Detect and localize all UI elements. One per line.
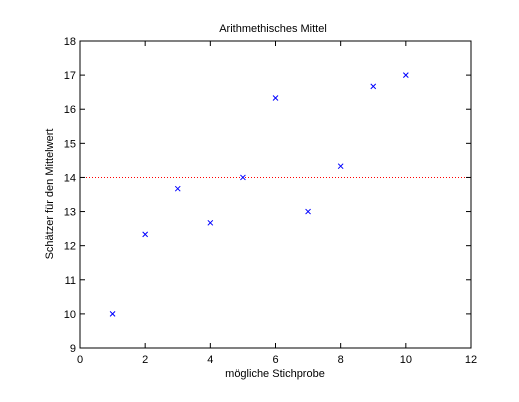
y-axis-ticks: 9 10 11 12 13 14 15 16 17 18 [64, 36, 471, 355]
data-point [109, 311, 116, 317]
x-tick-label: 4 [207, 354, 213, 366]
x-tick-label: 0 [77, 354, 83, 366]
y-tick-label: 14 [64, 172, 76, 184]
x-tick-label: 2 [142, 354, 148, 366]
data-point [207, 219, 214, 226]
y-tick-label: 16 [64, 104, 76, 116]
data-point [370, 83, 377, 90]
x-tick-label: 10 [400, 354, 412, 366]
data-point [402, 72, 409, 78]
y-tick-label: 13 [64, 207, 76, 219]
x-axis-label: mögliche Stichprobe [225, 368, 325, 380]
y-tick-label: 18 [64, 36, 76, 48]
y-axis-label: Schätzer für den Mittelwert [44, 129, 56, 260]
y-tick-label: 17 [64, 70, 76, 82]
plot-area [79, 40, 472, 349]
y-tick-label: 12 [64, 241, 76, 253]
data-point [142, 231, 149, 238]
y-tick-label: 9 [70, 343, 76, 355]
y-tick-label: 10 [64, 309, 76, 321]
data-point [174, 185, 181, 192]
x-axis-ticks: 0 2 4 6 8 10 12 [77, 41, 477, 366]
y-tick-label: 11 [65, 275, 76, 287]
x-tick-label: 8 [338, 354, 344, 366]
x-tick-label: 6 [272, 354, 278, 366]
chart-title: Arithmethisches Mittel [219, 23, 327, 35]
x-tick-label: 12 [465, 354, 477, 366]
data-point [305, 208, 311, 215]
data-point [240, 174, 246, 181]
data-point [272, 95, 279, 101]
data-points [109, 72, 409, 317]
data-point [337, 163, 344, 170]
y-tick-label: 15 [64, 138, 76, 150]
